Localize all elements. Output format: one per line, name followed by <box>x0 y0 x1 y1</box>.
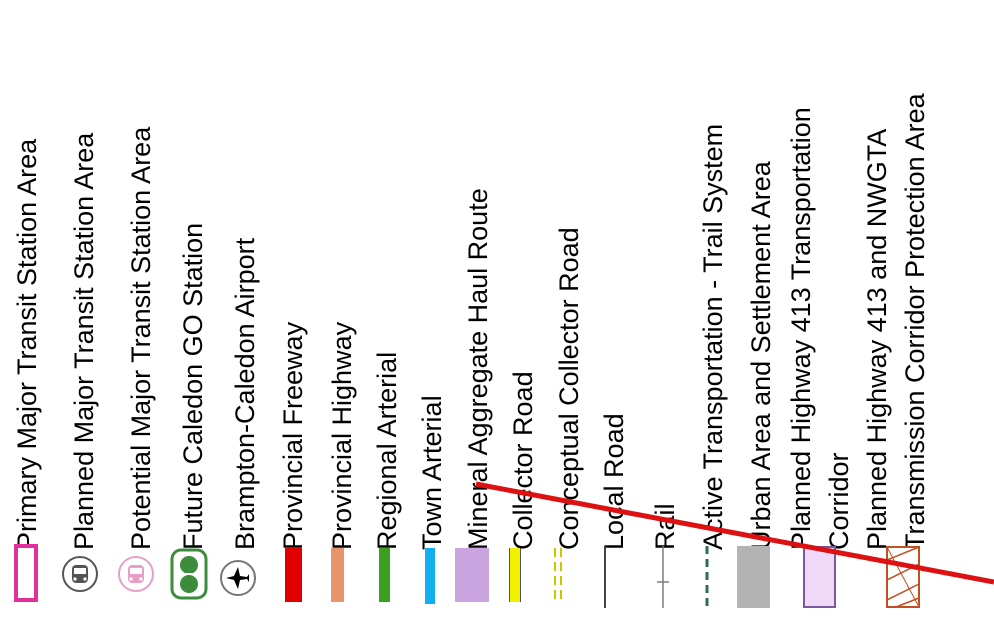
cyan-bar-icon <box>425 548 435 604</box>
grey-line-icon <box>604 546 606 608</box>
legend-label-hwy413-corridor: Planned Highway 413 Transportation Corrid… <box>786 107 854 550</box>
yellow-dashed-line-icon <box>554 548 562 604</box>
legend-label-conceptual-collector: Conceptual Collector Road <box>554 227 584 550</box>
legend-label-local-road: Local Road <box>599 413 629 550</box>
legend-label-haul-route: Mineral Aggregate Haul Route <box>463 188 493 550</box>
hatched-box-icon <box>886 546 920 608</box>
legend-label-active-transportation: Active Transportation - Trail System <box>698 123 728 550</box>
lilac-box-icon <box>455 548 489 602</box>
go-transit-icon <box>170 548 208 600</box>
airplane-icon <box>220 560 256 596</box>
legend-label-provincial-freeway: Provincial Freeway <box>278 321 308 550</box>
legend-label-rail: Rail <box>650 503 680 550</box>
legend-label-potential-mtsa: Potential Major Transit Station Area <box>126 126 156 550</box>
legend-label-airport: Brampton-Caledon Airport <box>230 237 260 550</box>
yellow-bar-icon <box>509 548 521 602</box>
legend-label-caledon-go: Future Caledon GO Station <box>178 222 208 550</box>
bus-circle-icon <box>62 556 98 592</box>
green-bar-icon <box>379 548 390 602</box>
legend-label-primary-mtsa: Primary Major Transit Station Area <box>12 138 42 550</box>
legend-label-regional-arterial: Regional Arterial <box>372 351 402 550</box>
legend-label-hwy413-protection: Planned Highway 413 and NWGTA Transmissio… <box>862 93 930 550</box>
rail-line-icon <box>657 546 669 608</box>
grey-box-icon <box>737 546 770 608</box>
red-bar-icon <box>285 548 302 602</box>
legend-label-provincial-highway: Provincial Highway <box>327 321 357 550</box>
legend-label-town-arterial: Town Arterial <box>417 395 447 550</box>
green-dashed-line-icon <box>705 546 709 608</box>
bus-circle-pink-icon <box>118 556 154 592</box>
salmon-bar-icon <box>331 548 344 602</box>
legend-label-planned-mtsa: Planned Major Transit Station Area <box>69 132 99 550</box>
purple-outline-box-icon <box>803 546 836 608</box>
legend-label-urban-area: Urban Area and Settlement Area <box>746 161 776 550</box>
legend-label-collector-road: Collector Road <box>508 371 538 550</box>
magenta-outline-box-icon <box>14 544 38 602</box>
